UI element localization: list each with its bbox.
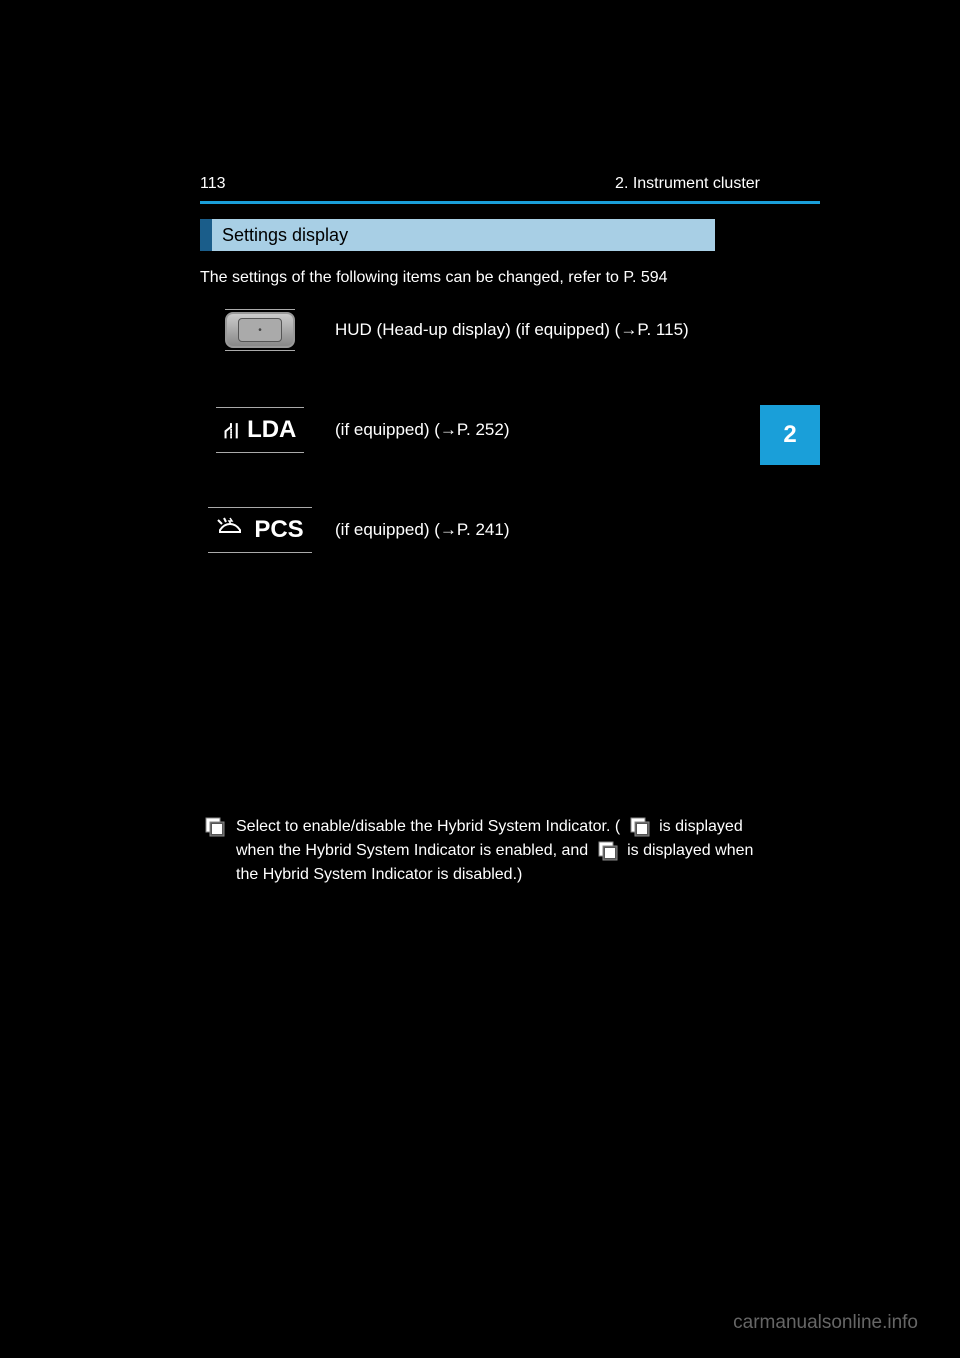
content-area: The settings of the following items can … [200, 266, 760, 887]
section-title: 2. Instrument cluster [615, 175, 760, 193]
collision-icon [216, 515, 244, 545]
settings-accent-stripe [200, 219, 212, 251]
screen-icon-3 [597, 839, 619, 863]
lda-item-row: ⛙ LDA (if equipped) (→P. 252) [200, 405, 760, 455]
watermark: carmanualsonline.info [733, 1312, 918, 1334]
settings-header-bar: Settings display [200, 219, 715, 251]
chapter-number: 2 [783, 421, 796, 449]
hud-label: HUD (Head-up display) (if equipped) (→P.… [335, 317, 689, 343]
pcs-icon: PCS [200, 505, 320, 555]
settings-title: Settings display [212, 225, 348, 246]
intro-text: The settings of the following items can … [200, 266, 760, 290]
screen-icon-1 [204, 815, 226, 839]
pcs-label: (if equipped) (→P. 241) [335, 517, 510, 543]
screen-icon-2 [629, 815, 651, 839]
lda-label: (if equipped) (→P. 252) [335, 417, 510, 443]
hud-item-row: HUD (Head-up display) (if equipped) (→P.… [200, 305, 760, 355]
header-divider [200, 201, 820, 204]
pcs-item-row: PCS (if equipped) (→P. 241) [200, 505, 760, 555]
hybrid-indicator-row: Select to enable/disable the Hybrid Syst… [200, 815, 760, 887]
lane-icon: ⛙ [224, 414, 239, 447]
hybrid-text-1: Select to enable/disable the Hybrid Syst… [236, 818, 625, 835]
hud-button-icon [200, 305, 320, 355]
chapter-tab: 2 [760, 405, 820, 465]
lda-icon: ⛙ LDA [200, 405, 320, 455]
page-number: 113 [200, 175, 226, 193]
